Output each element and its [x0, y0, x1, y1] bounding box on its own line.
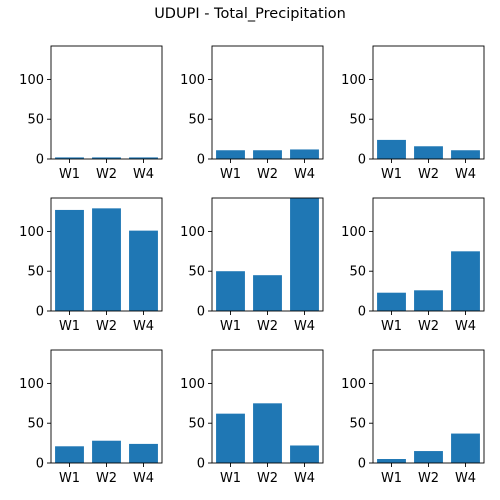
y-tick-label: 100 [180, 225, 205, 240]
y-tick-label: 100 [180, 377, 205, 392]
subplot-7: 0 50 100 W1 W2 W4 [19, 349, 163, 486]
bar-w2 [253, 275, 282, 311]
x-tick-label: W1 [59, 319, 80, 334]
x-tick-label: W2 [418, 471, 439, 486]
x-tick-label: W2 [96, 167, 117, 182]
x-tick-label: W4 [133, 471, 154, 486]
y-tick-label: 50 [27, 113, 44, 128]
x-tick-label: W4 [455, 319, 476, 334]
x-tick-label: W1 [381, 471, 402, 486]
y-tick-label: 100 [19, 225, 44, 240]
bar-w1 [377, 292, 406, 311]
bar-w1 [377, 459, 406, 463]
bar-w4 [290, 149, 319, 159]
bar-w4 [129, 443, 158, 463]
bar-w1 [55, 157, 84, 159]
subplot-3: 0 50 100 W1 W2 W4 [341, 45, 485, 182]
x-tick-label: W1 [220, 319, 241, 334]
y-tick-label: 100 [19, 377, 44, 392]
x-tick-label: W2 [96, 471, 117, 486]
axes-frame [50, 45, 163, 160]
x-tick-label: W1 [381, 319, 402, 334]
y-tick-label: 100 [341, 73, 366, 88]
x-tick-label: W1 [220, 471, 241, 486]
y-tick-label: 0 [197, 305, 205, 320]
bar-w1 [216, 413, 245, 463]
y-tick-label: 50 [188, 417, 205, 432]
bar-w1 [55, 446, 84, 463]
subplot-4: 0 50 100 W1 W2 W4 [19, 197, 163, 334]
y-tick-label: 0 [358, 153, 366, 168]
x-tick-label: W2 [96, 319, 117, 334]
y-tick-label: 50 [188, 265, 205, 280]
x-tick-label: W2 [418, 167, 439, 182]
x-tick-label: W2 [257, 471, 278, 486]
y-tick-label: 0 [358, 457, 366, 472]
y-tick-label: 50 [27, 265, 44, 280]
bar-w2 [414, 451, 443, 463]
x-tick-label: W4 [133, 167, 154, 182]
y-tick-label: 100 [180, 73, 205, 88]
axes-frame [211, 45, 324, 160]
x-tick-label: W2 [257, 167, 278, 182]
y-tick-label: 50 [27, 417, 44, 432]
subplot-5: 0 50 100 W1 W2 W4 [180, 197, 324, 334]
y-tick-label: 0 [36, 305, 44, 320]
subplot-6: 0 50 100 W1 W2 W4 [341, 197, 485, 334]
y-tick-label: 50 [349, 417, 366, 432]
y-tick-label: 0 [197, 457, 205, 472]
bar-w2 [92, 157, 121, 159]
bar-w2 [92, 440, 121, 463]
bar-w4 [290, 445, 319, 463]
y-tick-label: 100 [341, 225, 366, 240]
subplot-8: 0 50 100 W1 W2 W4 [180, 349, 324, 486]
bar-w2 [253, 150, 282, 159]
y-tick-label: 0 [358, 305, 366, 320]
x-tick-label: W2 [418, 319, 439, 334]
x-tick-label: W1 [220, 167, 241, 182]
y-tick-label: 50 [349, 113, 366, 128]
x-tick-label: W4 [294, 167, 315, 182]
bar-w2 [414, 146, 443, 159]
bar-w1 [216, 271, 245, 311]
bar-w4 [451, 150, 480, 159]
bar-w2 [253, 403, 282, 463]
bar-w4 [451, 251, 480, 311]
bar-w4 [451, 433, 480, 463]
x-tick-label: W4 [294, 319, 315, 334]
y-tick-label: 100 [341, 377, 366, 392]
x-tick-label: W4 [294, 471, 315, 486]
x-tick-label: W1 [381, 167, 402, 182]
bar-w4 [129, 230, 158, 311]
x-tick-label: W1 [59, 167, 80, 182]
y-tick-label: 100 [19, 73, 44, 88]
bar-w1 [55, 209, 84, 311]
y-tick-label: 50 [349, 265, 366, 280]
bar-w1 [377, 139, 406, 159]
y-tick-label: 0 [36, 153, 44, 168]
bar-w1 [216, 150, 245, 159]
subplot-1: 0 50 100 W1 W2 W4 [19, 45, 163, 182]
bar-w2 [92, 208, 121, 311]
x-tick-label: W2 [257, 319, 278, 334]
y-tick-label: 0 [197, 153, 205, 168]
subplot-2: 0 50 100 W1 W2 W4 [180, 45, 324, 182]
bar-w4 [129, 157, 158, 159]
x-tick-label: W4 [455, 167, 476, 182]
x-tick-label: W1 [59, 471, 80, 486]
x-tick-label: W4 [133, 319, 154, 334]
subplot-9: 0 50 100 W1 W2 W4 [341, 349, 485, 486]
bar-w4 [290, 198, 319, 311]
figure-title: UDUPI - Total_Precipitation [154, 6, 346, 22]
y-tick-label: 0 [36, 457, 44, 472]
x-tick-label: W4 [455, 471, 476, 486]
bar-w2 [414, 290, 443, 311]
y-tick-label: 50 [188, 113, 205, 128]
